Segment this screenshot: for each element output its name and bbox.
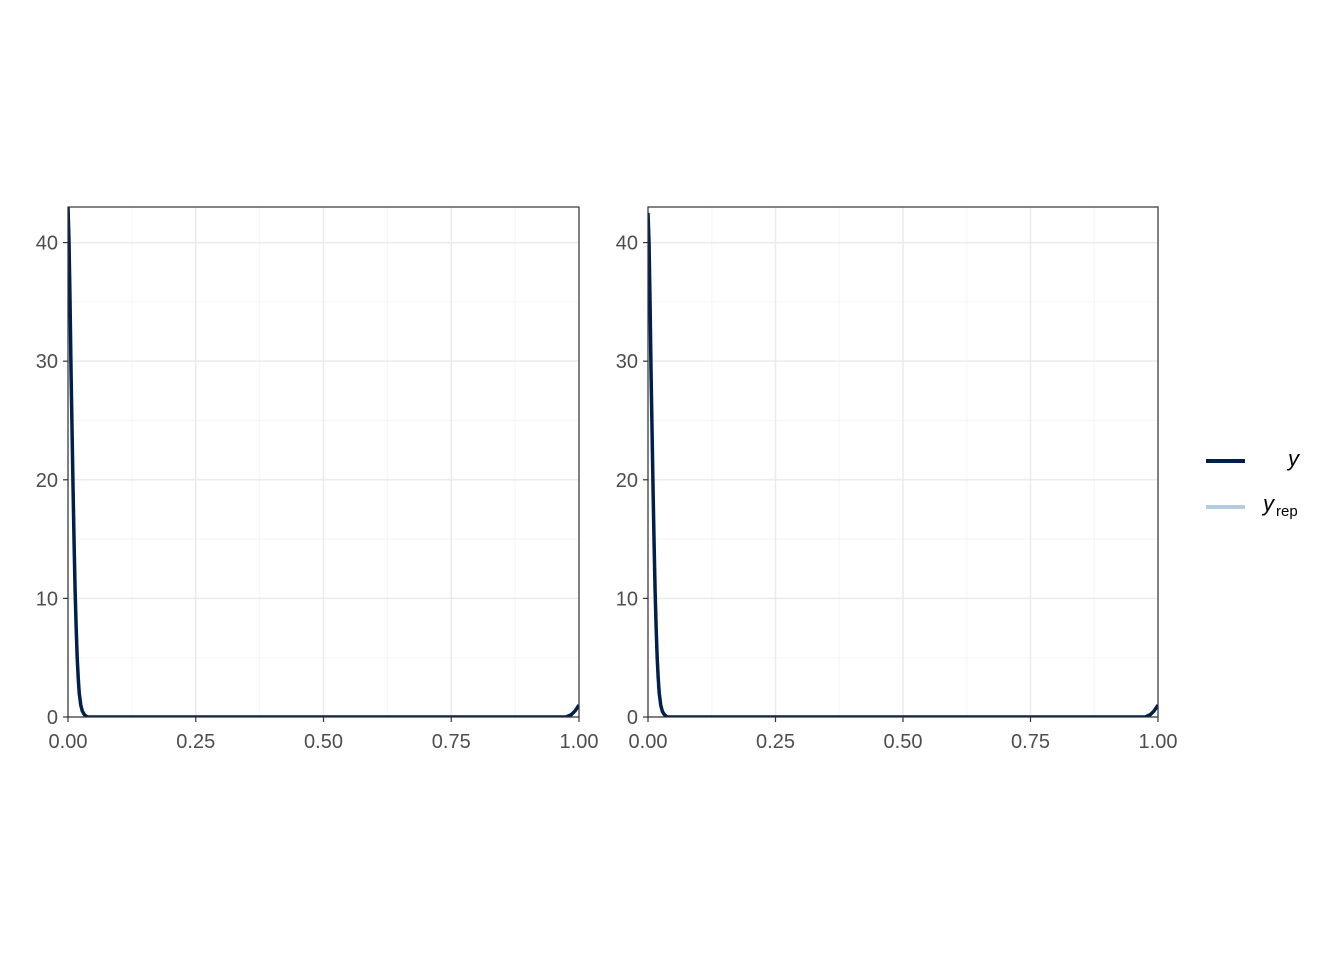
- y-tick-label: 30: [616, 351, 638, 373]
- legend: y y rep: [1206, 446, 1301, 520]
- x-tick-label: 0.00: [49, 731, 88, 753]
- x-tick-label: 0.00: [629, 731, 668, 753]
- series-line-y: [68, 207, 579, 717]
- x-tick-label: 0.50: [884, 731, 923, 753]
- y-tick-label: 10: [36, 588, 58, 610]
- x-tick-label: 0.25: [176, 731, 215, 753]
- x-tick-label: 0.50: [304, 731, 343, 753]
- y-tick-label: 20: [36, 470, 58, 492]
- x-tick-label: 1.00: [1139, 731, 1178, 753]
- x-tick-label: 0.25: [756, 731, 795, 753]
- legend-label-y-main: y: [1286, 446, 1301, 471]
- chart-panel-1: 0.00 0.25 0.50 0.75 1.00 0 10 20 30 40: [36, 206, 599, 753]
- y-tick-label: 40: [36, 233, 58, 255]
- y-tick-label: 20: [616, 470, 638, 492]
- series-line-y: [648, 212, 1158, 717]
- chart-panel-2: 0.00 0.25 0.50 0.75 1.00 0 10 20 30 40: [616, 206, 1178, 753]
- legend-label-yrep-main: y: [1261, 491, 1276, 516]
- x-tick-label: 0.75: [432, 731, 471, 753]
- legend-label-yrep: y rep: [1261, 491, 1298, 520]
- x-tick-label: 0.75: [1011, 731, 1050, 753]
- legend-label-yrep-subscript: rep: [1276, 503, 1298, 520]
- y-tick-label: 0: [47, 707, 58, 729]
- y-tick-label: 40: [616, 233, 638, 255]
- x-tick-label: 1.00: [560, 731, 599, 753]
- y-tick-label: 10: [616, 588, 638, 610]
- legend-label-y: y: [1286, 446, 1301, 471]
- y-tick-label: 0: [627, 707, 638, 729]
- y-tick-label: 30: [36, 351, 58, 373]
